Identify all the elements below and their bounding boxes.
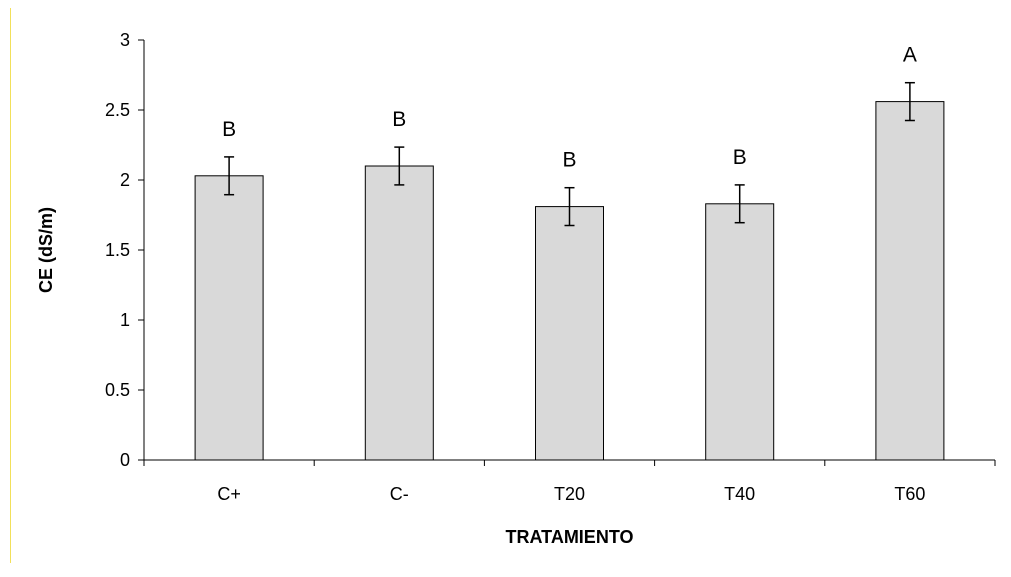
x-tick-label-C-: C-	[390, 484, 409, 504]
y-ticks-layer: 0 0.5 1 1.5 2 2.5 3	[105, 30, 144, 470]
bars-layer	[194, 101, 945, 461]
x-axis-title: TRATAMIENTO	[506, 527, 634, 547]
significance-label-T40: B	[733, 146, 747, 169]
error-bars-layer	[224, 81, 915, 227]
y-axis-title: CE (dS/m)	[36, 207, 56, 293]
significance-label-C+: B	[222, 118, 236, 141]
y-tick-label: 0.5	[105, 380, 130, 400]
bar-C-	[364, 165, 434, 461]
significance-label-T20: B	[562, 149, 576, 172]
y-tick-label: 1.5	[105, 240, 130, 260]
significance-label-T60: A	[903, 44, 917, 67]
y-tick-label: 0	[120, 450, 130, 470]
x-tick-label-T40: T40	[724, 484, 755, 504]
x-ticks-layer: C+ C- T20 T40 T60	[143, 460, 996, 504]
y-tick-label: 2	[120, 170, 130, 190]
left-border-line	[10, 8, 11, 563]
y-tick-label: 3	[120, 30, 130, 50]
significance-label-C-: B	[392, 108, 406, 131]
significance-labels-layer: B B B B A	[222, 44, 917, 172]
bar-T60	[875, 101, 945, 461]
x-tick-label-C+: C+	[217, 484, 241, 504]
x-tick-label-T60: T60	[894, 484, 925, 504]
bar-C+	[194, 175, 264, 461]
x-tick-label-T20: T20	[554, 484, 585, 504]
bar-T20	[535, 206, 604, 461]
y-tick-label: 1	[120, 310, 130, 330]
bar-T40	[705, 203, 775, 461]
y-tick-label: 2.5	[105, 100, 130, 120]
